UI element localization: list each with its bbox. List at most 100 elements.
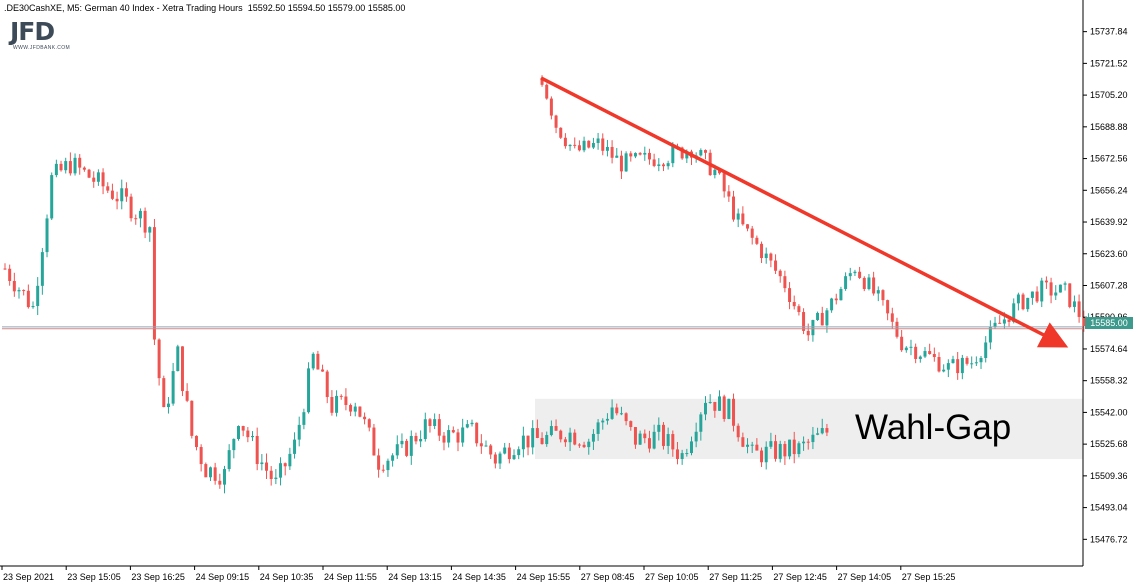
candle (675, 441, 679, 465)
candle-body (1044, 280, 1048, 283)
candle (638, 430, 642, 445)
candle-body (288, 453, 292, 467)
candle (227, 444, 231, 472)
candle-body (414, 435, 418, 442)
candle (708, 394, 712, 404)
candle-body (904, 347, 908, 351)
candle (241, 425, 245, 437)
candle (750, 441, 754, 453)
candle-body (307, 368, 311, 413)
candle (3, 263, 7, 270)
candle (106, 182, 110, 194)
candle (1007, 319, 1011, 327)
candle-body (643, 152, 647, 155)
candle-body (92, 177, 96, 182)
candle (769, 252, 773, 268)
candle-body (143, 210, 147, 233)
candle-body (974, 362, 978, 364)
candle-body (335, 395, 339, 413)
candle-body (619, 155, 623, 172)
candle (778, 440, 782, 463)
x-tick-label: 24 Sep 15:55 (517, 572, 571, 582)
y-tick-label: 15672.56 (1090, 154, 1128, 164)
candle (792, 295, 796, 310)
candle (288, 447, 292, 470)
candle (746, 224, 750, 232)
candle-body (274, 477, 278, 480)
y-tick-label: 15737.84 (1090, 27, 1128, 37)
candle-body (428, 419, 432, 426)
candle (335, 390, 339, 417)
candle-body (325, 371, 329, 398)
candle (657, 417, 661, 441)
candle (802, 436, 806, 451)
candle (26, 284, 30, 309)
x-tick-label: 24 Sep 09:15 (196, 572, 250, 582)
candle (783, 441, 787, 465)
candle (405, 438, 409, 458)
candle-body (293, 439, 297, 454)
candle-body (769, 441, 773, 447)
candle (78, 154, 82, 175)
candle-body (349, 405, 353, 412)
candle-body (750, 444, 754, 446)
candle (358, 406, 362, 418)
candle (433, 413, 437, 430)
candle-body (1058, 284, 1062, 293)
candle (391, 453, 395, 467)
candle-body (493, 454, 497, 464)
candle (120, 179, 124, 210)
candle (526, 435, 530, 456)
candle-body (760, 450, 764, 463)
candle (293, 432, 297, 459)
candle-body (783, 276, 787, 289)
candle-body (12, 280, 16, 292)
x-tick-label: 27 Sep 15:25 (902, 572, 956, 582)
candle (269, 466, 273, 486)
y-tick-label: 15623.60 (1090, 249, 1128, 259)
candle (535, 419, 539, 439)
jfd-logo: JFD (10, 17, 55, 46)
candle-body (984, 342, 988, 358)
candle-body (825, 428, 829, 433)
candle-body (456, 432, 460, 443)
candle (932, 347, 936, 362)
candle (774, 254, 778, 275)
candle-body (208, 467, 212, 478)
candle-body (559, 430, 563, 440)
candle-body (559, 127, 563, 138)
candle (699, 412, 703, 441)
candle (138, 208, 142, 228)
candle-body (475, 422, 479, 444)
candle-body (1035, 291, 1039, 302)
candle (816, 311, 820, 321)
candle (8, 264, 12, 286)
candle (886, 299, 890, 321)
candle-body (377, 455, 381, 470)
candle-body (73, 157, 77, 174)
candle-body (437, 419, 441, 436)
candle-body (138, 210, 142, 219)
candle (1016, 292, 1020, 311)
candle (811, 319, 815, 342)
candle-body (237, 426, 240, 440)
candle (1054, 285, 1058, 301)
instrument-label: German 40 Index (84, 3, 155, 13)
y-axis: 15737.84 15721.52 15705.20 15688.88 15672.56… (1083, 27, 1128, 544)
candle-body (577, 444, 581, 446)
candle (577, 443, 581, 448)
candle-body (311, 353, 315, 369)
gap-zone-layer (535, 398, 1083, 460)
candle (437, 413, 441, 441)
candle (96, 169, 100, 186)
candle-body (900, 336, 904, 351)
candle-body (517, 449, 521, 456)
candle-body (526, 435, 530, 448)
candle (110, 183, 114, 201)
candle (587, 438, 591, 455)
candle (40, 247, 44, 295)
x-tick-label: 24 Sep 14:35 (452, 572, 506, 582)
candle-body (563, 137, 567, 147)
x-tick-label: 27 Sep 12:45 (773, 572, 827, 582)
